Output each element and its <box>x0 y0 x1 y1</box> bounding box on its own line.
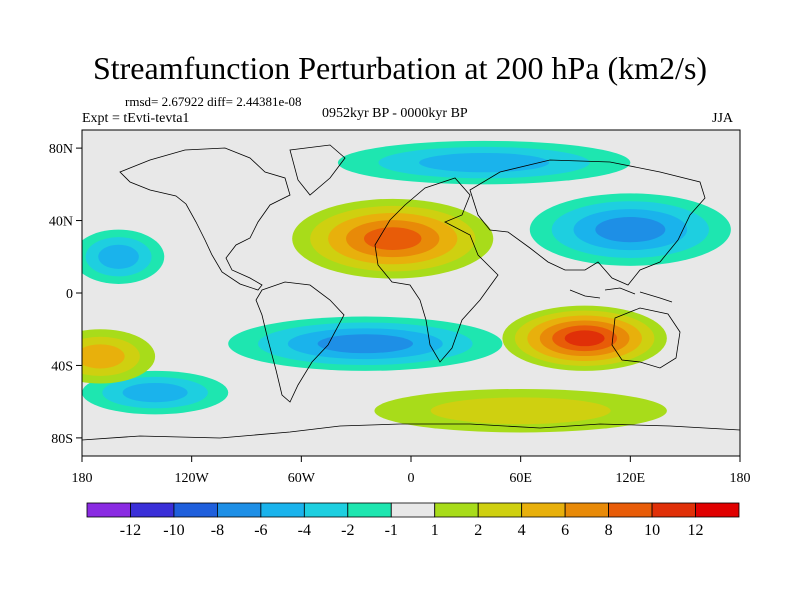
contour-arctic-low--4 <box>419 152 550 173</box>
season-label: JJA <box>712 111 734 126</box>
x-tick-label: 120W <box>175 471 210 486</box>
coastlines <box>82 144 740 441</box>
colorbar-swatch <box>347 502 392 518</box>
antarctica-coast <box>82 423 740 441</box>
colorbar-label: 10 <box>644 522 660 539</box>
colorbar-label: -1 <box>385 522 398 539</box>
x-tick-label: 180 <box>730 471 751 486</box>
y-tick-label: 40N <box>49 215 73 230</box>
x-tick-label: 120E <box>616 471 646 486</box>
stats-label: rmsd= 2.67922 diff= 2.44381e-08 <box>125 94 302 109</box>
colorbar-label: 12 <box>688 522 704 539</box>
y-tick-label: 40S <box>51 359 73 374</box>
colorbar-label: -4 <box>298 522 311 539</box>
contour-south-indian-ocean-high-10 <box>564 330 605 347</box>
colorbar-label: 6 <box>561 522 569 539</box>
asia-coast <box>469 159 706 286</box>
colorbar: -12 -10 -8 -6 -4 -2 -1 1 2 4 6 8 10 12 <box>86 502 740 539</box>
contour-south-pacific-high-4 <box>82 344 125 369</box>
contour-north-atlantic-africa-high-8 <box>364 227 422 251</box>
colorbar-swatch <box>521 502 566 518</box>
contour-central-north-pacific-low--4 <box>98 244 139 269</box>
period-label: 0952kyr BP - 0000kyr BP <box>322 106 468 121</box>
colorbar-label: -2 <box>341 522 354 539</box>
colorbar-label: -6 <box>254 522 267 539</box>
colorbar-swatch <box>216 502 262 518</box>
contour-east-asia-low--6 <box>595 217 666 243</box>
colorbar-swatch <box>608 502 653 518</box>
experiment-label: Expt = tEvti-tevta1 <box>82 111 190 126</box>
x-tick-label: 60W <box>288 471 316 486</box>
contour-south-america-low--6 <box>317 334 413 354</box>
europe-africa-coast <box>374 177 499 363</box>
colorbar-label: 2 <box>474 522 482 539</box>
colorbar-swatch <box>303 502 349 518</box>
colorbar-swatch <box>86 502 131 518</box>
colorbar-swatch <box>434 502 479 518</box>
colorbar-swatch <box>695 502 740 518</box>
x-tick-label: 180 <box>72 471 93 486</box>
north-america-coast <box>119 147 291 291</box>
indonesia-coast <box>569 287 673 303</box>
contour-field <box>82 140 731 433</box>
colorbar-swatch <box>173 502 218 518</box>
colorbar-label: -8 <box>211 522 224 539</box>
y-tick-label: 0 <box>66 287 73 302</box>
colorbar-swatch <box>564 502 610 518</box>
map-axes: 180 120W 60W 0 60E 120E 180 80N 40N 0 40S 80S <box>49 142 751 486</box>
colorbar-swatch <box>477 502 523 518</box>
y-tick-label: 80N <box>49 142 73 157</box>
colorbar-swatch <box>651 502 696 518</box>
colorbar-label: 1 <box>431 522 439 539</box>
colorbar-swatch <box>260 502 305 518</box>
colorbar-swatch <box>390 502 436 518</box>
y-tick-label: 80S <box>51 432 73 447</box>
x-tick-label: 60E <box>509 471 532 486</box>
contour-southern-ocean-high-2 <box>430 397 611 425</box>
colorbar-label: -12 <box>120 522 141 539</box>
x-tick-label: 0 <box>408 471 415 486</box>
figure-title: Streamfunction Perturbation at 200 hPa (… <box>92 50 708 86</box>
greenland-coast <box>289 144 346 196</box>
colorbar-label: -10 <box>163 522 184 539</box>
south-america-coast <box>255 281 345 403</box>
colorbar-label: 4 <box>518 522 526 539</box>
australia-coast <box>611 307 681 369</box>
contour-south-pacific-low--4 <box>122 382 188 403</box>
colorbar-swatch <box>130 502 175 518</box>
colorbar-label: 8 <box>605 522 613 539</box>
